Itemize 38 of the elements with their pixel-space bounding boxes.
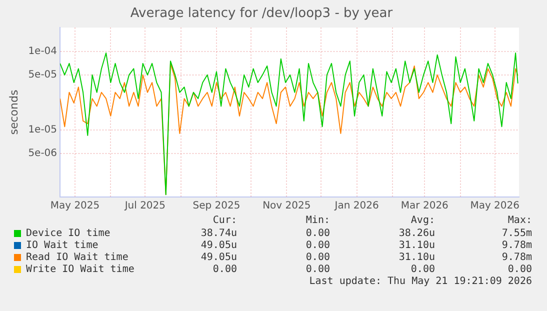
text: 0.00 <box>306 228 330 239</box>
text: 9.78m <box>502 240 532 251</box>
text: 31.10u <box>398 252 435 263</box>
text: Avg: <box>410 215 435 226</box>
text: 0.00 <box>306 240 330 251</box>
text: 38.74u <box>200 228 237 239</box>
text: 0.00 <box>306 252 330 263</box>
legend-label: Device IO time <box>26 228 110 239</box>
y-tick-label: 5e-06 <box>28 148 58 160</box>
text: 0.00 <box>410 264 435 275</box>
y-axis-title: seconds <box>7 90 20 135</box>
text: Min: <box>306 215 330 226</box>
x-tick-label: May 2026 <box>470 200 520 212</box>
text: 9.78m <box>502 252 532 263</box>
x-tick-label: Jan 2026 <box>334 200 379 212</box>
text: Last update: Thu May 21 19:21:09 2026 <box>309 276 532 287</box>
text: 7.55m <box>502 228 532 239</box>
legend-label: Write IO Wait time <box>26 264 134 275</box>
x-tick-label: Sep 2025 <box>192 200 240 212</box>
x-tick-label: Jul 2025 <box>124 200 166 212</box>
legend-label: IO Wait time <box>26 240 98 251</box>
text: 49.05u <box>200 240 237 251</box>
text: Max: <box>508 215 532 226</box>
text: 0.00 <box>508 264 532 275</box>
text: 0.00 <box>306 264 330 275</box>
text: Cur: <box>212 215 237 226</box>
chart-title: Average latency for /dev/loop3 - by year <box>130 6 394 22</box>
y-tick-label: 1e-05 <box>28 124 58 136</box>
x-tick-label: May 2025 <box>50 200 100 212</box>
y-tick-label: 5e-05 <box>28 70 58 81</box>
x-tick-label: Nov 2025 <box>262 200 311 212</box>
text: 38.26u <box>398 228 435 239</box>
text: 31.10u <box>398 240 435 251</box>
x-tick-label: Mar 2026 <box>400 200 448 212</box>
text: 49.05u <box>200 252 237 263</box>
y-tick-label: 1e-04 <box>28 46 58 57</box>
legend-label: Read IO Wait time <box>26 252 128 263</box>
text: 0.00 <box>212 264 237 275</box>
